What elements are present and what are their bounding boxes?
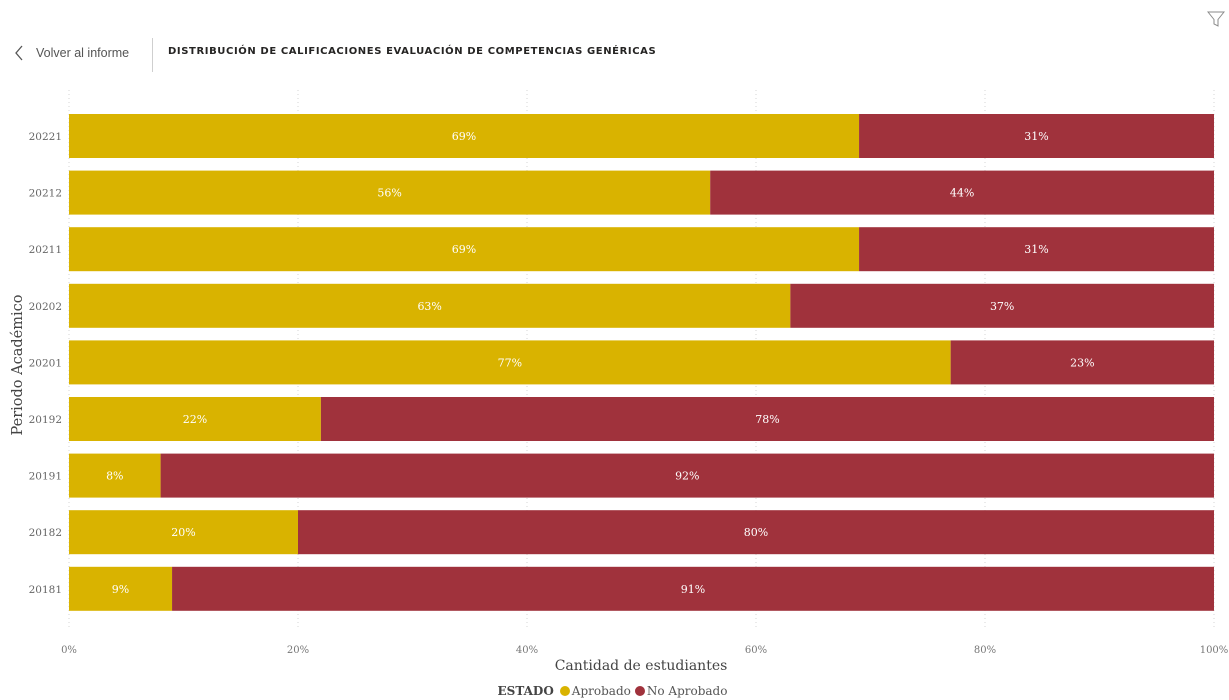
- legend-label-aprobado: Aprobado: [571, 684, 631, 698]
- bar-segment-aprobado: [69, 397, 321, 441]
- x-tick-label: 80%: [974, 645, 996, 656]
- data-label: 44%: [950, 187, 974, 200]
- y-axis-title: Periodo Académico: [10, 295, 26, 436]
- bar-segment-no-aprobado: [172, 566, 1214, 611]
- bar-segment-no-aprobado: [160, 453, 1215, 498]
- legend-dot-no-aprobado: [634, 686, 645, 696]
- x-tick-label: 0%: [61, 645, 77, 656]
- report-header: Volver al informe DISTRIBUCIÓN DE CALIFI…: [0, 30, 1229, 76]
- y-tick-label: 20181: [29, 584, 62, 596]
- x-tick-label: 60%: [745, 645, 767, 656]
- x-axis-title: Cantidad de estudiantes: [555, 658, 728, 674]
- filter-icon[interactable]: [1207, 10, 1225, 28]
- data-label: 92%: [675, 470, 699, 483]
- legend-label-no-aprobado: No Aprobado: [646, 684, 728, 698]
- y-tick-label: 20192: [29, 414, 62, 426]
- data-label: 63%: [417, 300, 441, 313]
- chevron-left-icon: [15, 45, 23, 61]
- data-label: 20%: [171, 526, 195, 539]
- data-label: 23%: [1070, 356, 1094, 369]
- data-label: 56%: [377, 187, 401, 200]
- bar-segment-aprobado: [69, 453, 161, 498]
- data-label: 37%: [990, 300, 1014, 313]
- data-label: 22%: [183, 413, 207, 426]
- back-button-label: Volver al informe: [36, 46, 130, 60]
- legend-item-no-aprobado[interactable]: No Aprobado: [634, 684, 728, 698]
- y-tick-label: 20191: [29, 471, 62, 483]
- bar-segment-aprobado: [69, 283, 791, 328]
- x-tick-label: 20%: [287, 645, 309, 656]
- back-to-report-button[interactable]: Volver al informe: [14, 40, 129, 66]
- bar-segment-aprobado: [69, 340, 951, 385]
- y-tick-label: 20202: [29, 301, 62, 313]
- legend: ESTADO Aprobado No Aprobado: [0, 683, 1229, 699]
- data-label: 78%: [755, 413, 779, 426]
- data-label: 80%: [744, 526, 768, 539]
- x-tick-label: 40%: [516, 645, 538, 656]
- legend-dot-aprobado: [559, 686, 570, 696]
- bar-segment-aprobado: [69, 170, 711, 215]
- header-divider: [152, 38, 153, 72]
- bar-segment-no-aprobado: [790, 283, 1214, 328]
- data-label: 77%: [498, 356, 522, 369]
- bars: 69% 31% 56% 44% 69% 31% 63% 37% 77% 23% 22% 78% 8% 92…: [69, 114, 1215, 611]
- bar-segment-no-aprobado: [859, 227, 1214, 272]
- bar-segment-no-aprobado: [298, 510, 1214, 555]
- legend-item-aprobado[interactable]: Aprobado: [559, 684, 631, 698]
- y-tick-label: 20221: [29, 131, 62, 143]
- y-tick-label: 20212: [29, 188, 62, 200]
- bar-segment-aprobado: [69, 114, 860, 158]
- bar-segment-aprobado: [69, 510, 298, 555]
- bar-segment-no-aprobado: [320, 397, 1214, 441]
- data-label: 69%: [452, 243, 476, 256]
- page-title: DISTRIBUCIÓN DE CALIFICACIONES EVALUACIÓ…: [168, 46, 657, 57]
- bar-segment-no-aprobado: [950, 340, 1214, 385]
- data-label: 9%: [112, 583, 129, 596]
- x-axis-tick-labels: 0% 20% 40% 60% 80% 100%: [61, 645, 1228, 656]
- legend-title: ESTADO: [497, 684, 554, 698]
- data-label: 69%: [452, 130, 476, 143]
- y-axis-tick-labels: 20221 20212 20211 20202 20201 20192 20191 20182…: [29, 131, 62, 596]
- x-tick-label: 100%: [1200, 645, 1229, 656]
- y-tick-label: 20211: [29, 244, 62, 256]
- bar-segment-aprobado: [69, 227, 860, 272]
- data-label: 31%: [1024, 243, 1048, 256]
- data-label: 31%: [1024, 130, 1048, 143]
- bar-segment-no-aprobado: [859, 114, 1214, 158]
- data-label: 91%: [681, 583, 705, 596]
- data-label: 8%: [106, 470, 123, 483]
- y-tick-label: 20201: [29, 357, 62, 369]
- bar-segment-aprobado: [69, 566, 173, 611]
- bar-segment-no-aprobado: [710, 170, 1214, 215]
- stacked-bar-chart: 69% 31% 56% 44% 69% 31% 63% 37% 77% 23% 22% 78% 8% 92…: [10, 90, 1228, 674]
- y-tick-label: 20182: [29, 527, 62, 539]
